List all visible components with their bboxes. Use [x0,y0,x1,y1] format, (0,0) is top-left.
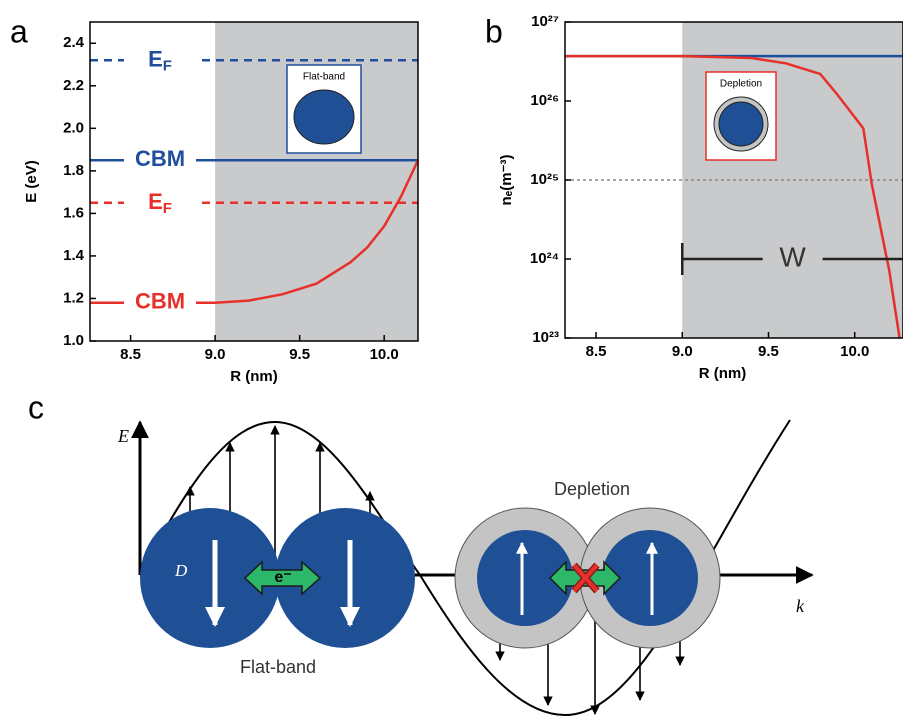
y-tick-label: 1.6 [63,204,84,221]
y-tick-label: 2.2 [63,77,84,94]
x-tick-label: 9.0 [672,343,693,360]
series-label: CBM [135,146,185,171]
flat-band-particle [275,508,415,648]
x-tick-label: 10.0 [370,346,399,363]
e-axis-label: E⃗ [117,426,143,446]
series-name: CBM [135,289,185,314]
diagram: c E⃗ k⃗ D⃗ e⁻ Depletion Flat-band [28,389,818,717]
x-tick-label: 8.5 [120,346,141,363]
series-label: EF [148,189,172,217]
bracket-label: W [779,241,806,272]
label-background [124,289,196,316]
y-tick-label: 1.8 [63,162,84,179]
x-tick-label: 8.5 [586,343,607,360]
y-axis-label: E (eV) [23,160,40,203]
x-tick-label: 9.0 [205,346,226,363]
series-name: E [148,46,163,71]
depletion-label: Depletion [554,479,630,499]
y-axis-label: nₑ(m⁻³) [498,154,515,205]
series-subscript: F [163,200,172,217]
y-tick-label: 10²⁵ [530,171,559,188]
depletion-core [477,530,573,626]
panel-label: c [28,389,44,425]
d-vector-label: D⃗ [174,561,201,580]
y-tick-label: 2.0 [63,119,84,136]
inset-particle [718,101,764,147]
y-tick-label: 2.4 [63,34,85,51]
series-line [565,54,901,339]
y-tick-label: 1.4 [63,247,85,264]
inset-label: Flat-band [303,72,345,83]
series-name: CBM [135,146,185,171]
series-subscript: F [163,57,172,74]
series-line [90,159,420,304]
x-axis-label: R (nm) [699,365,747,382]
x-axis-label: R (nm) [230,368,278,385]
series-name: E [148,189,163,214]
x-tick-label: 9.5 [289,346,310,363]
k-axis-label: k⃗ [796,596,818,616]
y-tick-label: 10²⁷ [531,13,559,30]
flat-band-label: Flat-band [240,657,316,677]
y-tick-label: 10²³ [532,329,559,346]
inset-label: Depletion [720,79,762,90]
panel-label: a [10,13,28,49]
electron-transfer [243,560,322,596]
series-label: EF [148,46,172,74]
label-background [124,147,196,174]
depletion-core [602,530,698,626]
series-label: CBM [135,289,185,314]
label-background [124,47,196,74]
x-tick-label: 10.0 [840,343,869,360]
label-background [124,189,196,216]
y-tick-label: 1.0 [63,332,84,349]
inset-particle [293,89,355,145]
plot-frame [89,21,419,342]
y-tick-label: 10²⁶ [530,92,559,109]
flat-band-particle [140,508,280,648]
electron-label: e⁻ [274,569,291,586]
y-tick-label: 10²⁴ [530,250,559,267]
panel-label: b [485,13,503,49]
y-tick-label: 1.2 [63,289,84,306]
x-tick-label: 9.5 [758,343,779,360]
